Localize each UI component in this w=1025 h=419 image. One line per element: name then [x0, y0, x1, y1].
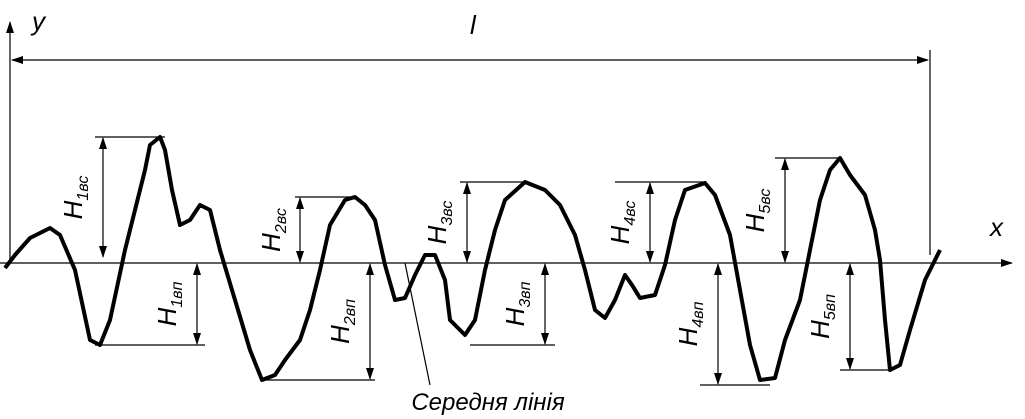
height-subscript: 5вс [757, 189, 774, 214]
height-label: H1вс [58, 176, 92, 220]
height-symbol: H [740, 213, 770, 232]
x-label: x [988, 212, 1004, 242]
axes: y x l [0, 6, 1013, 267]
height-symbol: H [422, 225, 452, 244]
height-symbol: H [605, 225, 635, 244]
height-subscript: 2вс [273, 208, 290, 234]
height-label: H3вп [500, 281, 534, 326]
leader-line [404, 262, 431, 386]
height-label: H2вп [325, 299, 359, 344]
height-symbol: H [256, 233, 286, 252]
height-label: H1вп [152, 281, 186, 326]
height-label: H4вс [605, 201, 639, 245]
height-label: H2вс [256, 208, 290, 252]
mean-line-callout: Середня лінія [404, 262, 565, 416]
height-subscript: 1вп [169, 281, 186, 307]
height-label: H5вс [740, 189, 774, 233]
height-subscript: 3вс [439, 201, 456, 226]
height-symbol: H [58, 200, 88, 219]
height-subscript: 1вс [75, 176, 92, 201]
height-symbol: H [805, 320, 835, 339]
height-subscript: 3вп [517, 281, 534, 307]
y-label: y [30, 6, 47, 36]
height-subscript: 4вп [690, 301, 707, 327]
length-label: l [470, 10, 477, 40]
height-label: H4вп [673, 301, 707, 346]
height-subscript: 2вп [342, 299, 359, 326]
height-symbol: H [325, 325, 355, 344]
height-subscript: 4вс [622, 201, 639, 226]
height-subscript: 5вп [822, 294, 839, 320]
height-symbol: H [152, 307, 182, 326]
height-label: H3вс [422, 201, 456, 245]
profile [3, 135, 942, 382]
height-symbol: H [500, 307, 530, 326]
mean-line-label: Середня лінія [411, 389, 564, 416]
height-label: H5вп [805, 294, 839, 339]
height-symbol: H [673, 327, 703, 346]
